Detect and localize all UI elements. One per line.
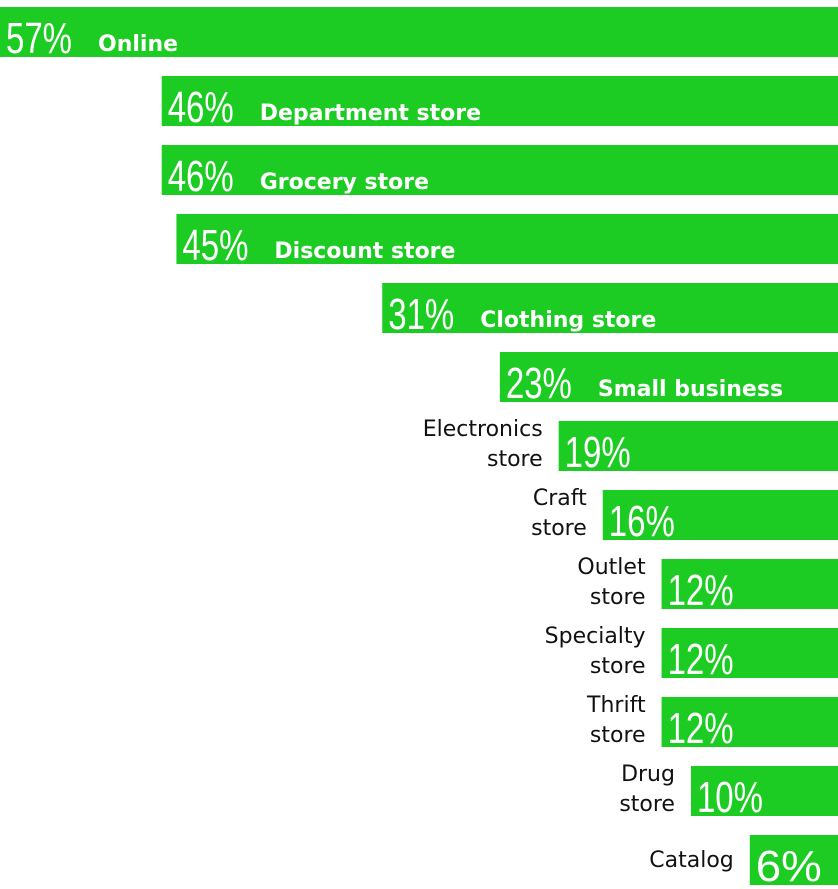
- category-label-department-store: Department store: [260, 101, 481, 126]
- category-label-grocery-store: Grocery store: [260, 170, 429, 195]
- value-label-grocery-store: 46%: [168, 152, 234, 201]
- category-label-line: store: [619, 792, 675, 817]
- category-label-line: store: [590, 654, 646, 679]
- bar-department-store: [161, 76, 838, 126]
- bar-catalog: [749, 835, 838, 885]
- value-label-electronics-store: 19%: [565, 428, 631, 477]
- bar-craft-store: [602, 490, 838, 540]
- category-label-online: Online: [98, 32, 178, 57]
- bar-clothing-store: [382, 283, 838, 333]
- bar-grocery-store: [161, 145, 838, 195]
- bar-discount-store: [176, 214, 838, 264]
- category-label-craft-store: Craft store: [531, 486, 587, 541]
- category-label-line: Catalog: [649, 848, 734, 873]
- value-label-online: 57%: [6, 14, 72, 63]
- category-label-line: store: [487, 447, 543, 472]
- category-label-specialty-store: Specialty store: [545, 624, 646, 679]
- category-label-small-business: Small business: [598, 377, 783, 402]
- bar-electronics-store: [558, 421, 838, 471]
- category-label-discount-store: Discount store: [274, 239, 455, 264]
- value-label-discount-store: 45%: [182, 221, 248, 270]
- category-label-line: Thrift: [586, 693, 646, 718]
- category-label-catalog: Catalog: [649, 848, 734, 873]
- value-label-drug-store: 10%: [697, 773, 763, 822]
- category-label-outlet-store: Outlet store: [577, 555, 646, 610]
- category-label-line: store: [590, 723, 646, 748]
- value-label-specialty-store: 12%: [668, 635, 734, 684]
- value-label-department-store: 46%: [168, 83, 234, 132]
- category-label-line: store: [590, 585, 646, 610]
- value-label-craft-store: 16%: [609, 497, 675, 546]
- bar-small-business: [499, 352, 838, 402]
- bar-outlet-store: [661, 559, 838, 609]
- value-label-clothing-store: 31%: [388, 290, 454, 339]
- category-label-drug-store: Drug store: [619, 762, 675, 817]
- bar-thrift-store: [661, 697, 838, 747]
- category-label-line: Drug: [621, 762, 675, 787]
- value-label-thrift-store: 12%: [668, 704, 734, 753]
- category-label-line: Specialty: [545, 624, 646, 649]
- value-label-small-business: 23%: [506, 359, 572, 408]
- bar-specialty-store: [661, 628, 838, 678]
- category-label-line: Electronics: [423, 417, 543, 442]
- value-label-catalog: 6%: [756, 842, 822, 889]
- bar-online: [0, 7, 838, 57]
- category-label-electronics-store: Electronics store: [423, 417, 543, 472]
- category-label-line: Outlet: [577, 555, 646, 580]
- value-label-outlet-store: 12%: [668, 566, 734, 615]
- category-label-thrift-store: Thrift store: [586, 693, 646, 748]
- category-label-clothing-store: Clothing store: [480, 308, 656, 333]
- category-label-line: Craft: [533, 486, 587, 511]
- category-label-line: store: [531, 516, 587, 541]
- bar-drug-store: [690, 766, 838, 816]
